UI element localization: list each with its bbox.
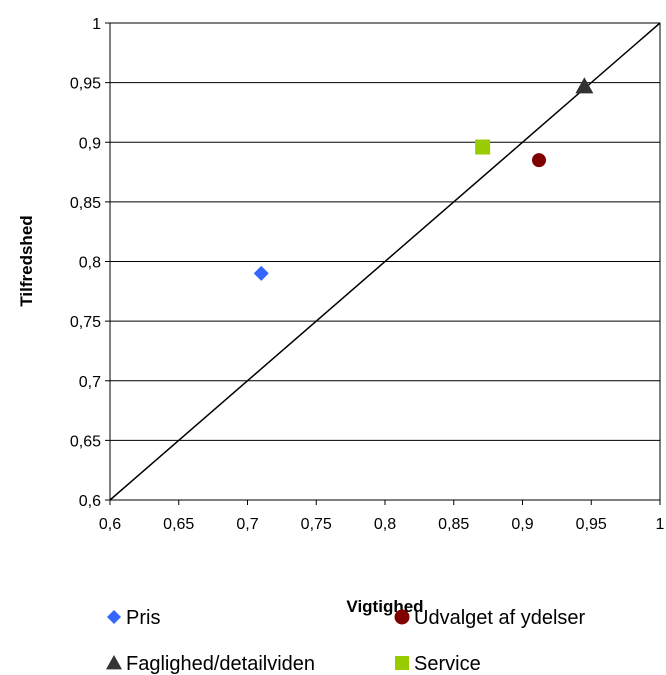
plot-area [109,22,661,501]
y-tick-label: 0,6 [79,493,101,510]
data-point-triangle [575,77,594,94]
legend-marker-square [395,656,409,670]
x-tick-label: 0,85 [438,516,469,533]
y-tick-label: 0,65 [70,433,101,450]
x-tick-label: 0,95 [576,516,607,533]
data-point-square [475,139,491,155]
reference-diagonal-line [109,22,661,501]
legend-label: Pris [126,607,160,629]
legend: Pris Udvalget af ydelser Faglighed/detailv… [106,607,586,675]
x-tick-label: 1 [656,516,665,533]
y-tick-label: 0,9 [79,135,101,152]
x-tick-label: 0,75 [301,516,332,533]
y-axis-title: Tilfredshed [17,215,36,306]
x-axis-title: Vigtighed [346,597,423,616]
y-tick-label: 1 [92,16,101,33]
y-tick-label: 0,8 [79,255,101,272]
y-axis-tick-labels: 0,6 0,65 0,7 0,75 0,8 0,85 0,9 0,95 1 [70,16,101,510]
x-tick-label: 0,8 [374,516,396,533]
x-tick-label: 0,7 [236,516,258,533]
data-points [253,77,594,281]
legend-marker-triangle [106,655,122,670]
x-tick-label: 0,6 [99,516,121,533]
data-point-diamond [253,265,269,281]
legend-marker-diamond [107,610,121,624]
y-tick-label: 0,95 [70,76,101,93]
x-tick-label: 0,9 [511,516,533,533]
legend-label: Udvalget af ydelser [414,607,586,629]
data-point-circle [532,153,546,168]
legend-marker-circle [394,609,410,625]
legend-label: Faglighed/detailviden [126,653,315,675]
y-tick-label: 0,7 [79,374,101,391]
legend-label: Service [414,653,481,675]
y-tick-label: 0,85 [70,195,101,212]
x-axis-tick-labels: 0,6 0,65 0,7 0,75 0,8 0,85 0,9 0,95 1 [99,516,665,533]
y-tick-label: 0,75 [70,314,101,331]
x-tick-label: 0,65 [163,516,194,533]
